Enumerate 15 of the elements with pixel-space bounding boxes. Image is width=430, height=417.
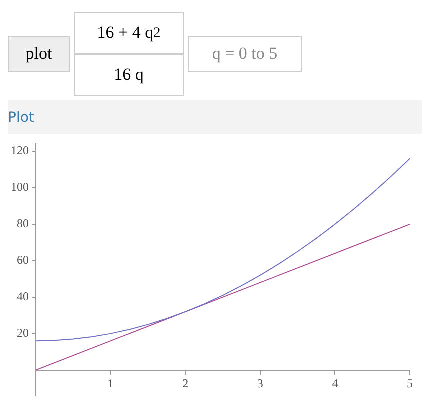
y-tick-label: 120 [11, 144, 29, 158]
text: q = 0 to 5 [188, 36, 302, 72]
chart-title: Plot [8, 100, 422, 134]
x-tick-label: 2 [182, 376, 189, 391]
text: 16 q [74, 54, 184, 96]
x-tick-label: 1 [108, 376, 114, 391]
y-tick-label: 60 [17, 253, 29, 268]
y-tick-label: 80 [17, 216, 29, 231]
x-tick-label: 3 [257, 376, 264, 391]
text: plot [8, 36, 70, 72]
x-tick-label: 4 [332, 376, 338, 391]
y-tick-label: 20 [17, 326, 29, 340]
y-tick-label: 40 [17, 290, 29, 304]
y-tick-label: 100 [11, 180, 29, 194]
x-tick-label: 5 [407, 376, 413, 391]
